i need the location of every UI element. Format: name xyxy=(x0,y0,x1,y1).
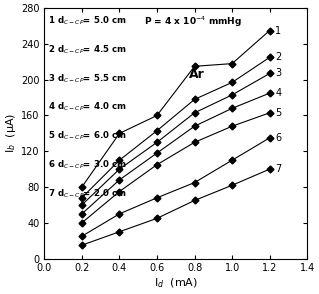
Text: 4 d$_{C - CP}$= 4.0 cm: 4 d$_{C - CP}$= 4.0 cm xyxy=(48,101,127,113)
Text: Ar: Ar xyxy=(189,68,205,81)
Text: 6 d$_{C - CP}$= 3.0 cm: 6 d$_{C - CP}$= 3.0 cm xyxy=(48,158,127,171)
Text: 2 d$_{C - CP}$= 4.5 cm: 2 d$_{C - CP}$= 4.5 cm xyxy=(48,43,127,56)
Text: 6: 6 xyxy=(275,133,281,143)
Text: 4: 4 xyxy=(275,88,281,98)
Text: P = 4 x 10$^{-4}$ mmHg: P = 4 x 10$^{-4}$ mmHg xyxy=(144,14,242,29)
Text: 2: 2 xyxy=(275,52,282,62)
X-axis label: I$_d$  (mA): I$_d$ (mA) xyxy=(154,276,198,290)
Text: 5: 5 xyxy=(275,108,282,118)
Y-axis label: I$_b$  (μA): I$_b$ (μA) xyxy=(4,113,18,153)
Text: 7 d$_{C - CP}$= 2.0 cm: 7 d$_{C - CP}$= 2.0 cm xyxy=(48,187,127,200)
Text: 3 d$_{C - CP}$= 5.5 cm: 3 d$_{C - CP}$= 5.5 cm xyxy=(48,72,127,85)
Text: 3: 3 xyxy=(275,69,281,78)
Text: 1 d$_{C - CP}$= 5.0 cm: 1 d$_{C - CP}$= 5.0 cm xyxy=(48,14,127,27)
Text: 7: 7 xyxy=(275,164,282,174)
Text: 5 d$_{C - CP}$= 6.0 cm: 5 d$_{C - CP}$= 6.0 cm xyxy=(48,130,127,142)
Text: 1: 1 xyxy=(275,26,281,36)
